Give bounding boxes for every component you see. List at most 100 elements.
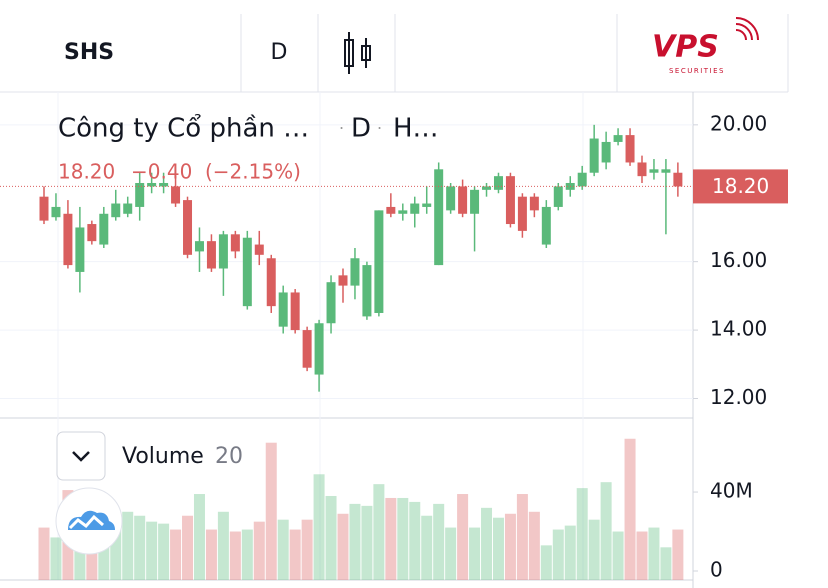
candle-body bbox=[111, 203, 121, 218]
y-tick-label: 20.00 bbox=[710, 111, 767, 135]
volume-bar bbox=[158, 523, 170, 580]
volume-bar bbox=[289, 529, 301, 580]
volume-bar bbox=[504, 513, 516, 580]
volume-bar bbox=[229, 531, 241, 580]
volume-bar bbox=[481, 507, 493, 580]
candle-body bbox=[87, 224, 97, 242]
volume-bar bbox=[134, 515, 146, 580]
interval-button[interactable]: D bbox=[271, 40, 288, 65]
candle-body bbox=[230, 234, 240, 252]
volume-tick-label: 0 bbox=[710, 558, 723, 582]
legend-change: −0.40 bbox=[131, 160, 192, 184]
tradingview-logo[interactable] bbox=[55, 487, 123, 555]
volume-bar bbox=[576, 488, 588, 580]
legend-last: 18.20 bbox=[58, 160, 115, 184]
legend-change-pct: (−2.15%) bbox=[205, 160, 301, 184]
volume-bar bbox=[540, 545, 552, 580]
candle-body bbox=[39, 196, 49, 221]
volume-legend-length: 20 bbox=[215, 444, 243, 469]
candle-body bbox=[314, 323, 324, 375]
legend-interval: D bbox=[351, 114, 371, 144]
chart-type-button[interactable] bbox=[344, 32, 371, 74]
volume-bar bbox=[217, 511, 229, 580]
collapse-button[interactable] bbox=[56, 431, 106, 481]
candle-body bbox=[218, 234, 228, 269]
candle-body bbox=[434, 169, 444, 266]
candle-body bbox=[529, 196, 539, 211]
candle-body bbox=[422, 203, 432, 207]
volume-bar bbox=[672, 529, 684, 580]
candle-body bbox=[278, 292, 288, 327]
candle-body bbox=[135, 182, 145, 207]
volume-bar bbox=[588, 519, 600, 580]
candle-body bbox=[123, 203, 133, 214]
volume-bar bbox=[421, 515, 433, 580]
volume-bar bbox=[337, 513, 349, 580]
volume-bar bbox=[277, 519, 289, 580]
candle-body bbox=[649, 169, 659, 173]
candle-body bbox=[493, 176, 503, 190]
volume-bar bbox=[86, 529, 98, 580]
volume-bar bbox=[38, 527, 50, 580]
volume-bar bbox=[253, 521, 265, 580]
volume-bar bbox=[361, 505, 373, 580]
logo-sub: SECURITIES bbox=[669, 67, 725, 75]
volume-bar bbox=[492, 517, 504, 580]
candle-body bbox=[613, 135, 623, 142]
symbol[interactable]: SHS bbox=[64, 40, 114, 65]
volume-bar bbox=[457, 494, 469, 580]
volume-bar bbox=[528, 511, 540, 580]
candle-body bbox=[254, 244, 264, 255]
price-tag bbox=[693, 169, 788, 204]
candle-body bbox=[470, 189, 480, 214]
candle-body bbox=[398, 210, 408, 214]
candle-body bbox=[350, 258, 360, 286]
volume-bar bbox=[600, 482, 612, 580]
candle-body bbox=[266, 258, 276, 307]
legend-title: Công ty Cổ phần … bbox=[58, 113, 309, 144]
volume-bar bbox=[110, 521, 122, 580]
candle-body bbox=[386, 206, 396, 214]
y-tick-label: 14.00 bbox=[710, 317, 767, 341]
volume-bar bbox=[433, 503, 445, 580]
candle-body bbox=[194, 241, 204, 252]
volume-bar bbox=[182, 515, 194, 580]
candle-body bbox=[99, 213, 109, 245]
volume-bar bbox=[469, 527, 481, 580]
candle-body bbox=[338, 275, 348, 286]
legend-sep: · bbox=[339, 119, 344, 138]
candle-body bbox=[302, 330, 312, 368]
chevron-icon bbox=[72, 451, 90, 462]
volume-bar bbox=[516, 494, 528, 580]
candle-body bbox=[183, 200, 193, 255]
volume-bar bbox=[445, 527, 457, 580]
volume-bar bbox=[325, 495, 337, 580]
candle-body bbox=[206, 241, 216, 269]
candle-body bbox=[577, 172, 587, 187]
candle-body bbox=[159, 182, 169, 187]
candle-body bbox=[242, 237, 252, 307]
candle-body bbox=[75, 227, 85, 272]
candle-body bbox=[673, 172, 683, 187]
volume-bar bbox=[313, 474, 325, 580]
volume-bar bbox=[373, 484, 385, 580]
candle-body bbox=[410, 203, 420, 214]
volume-bar bbox=[612, 531, 624, 580]
legend-sep: · bbox=[377, 119, 382, 138]
legend-exchange: H… bbox=[393, 114, 439, 144]
candle-body bbox=[637, 162, 647, 177]
volume-bar bbox=[301, 519, 313, 580]
candle-body bbox=[374, 210, 384, 313]
volume-tick-label: 40M bbox=[710, 479, 753, 503]
volume-bar bbox=[409, 501, 421, 580]
candle-body bbox=[326, 282, 336, 324]
volume-bar bbox=[624, 438, 636, 580]
volume-bar bbox=[552, 529, 564, 580]
volume-bar bbox=[205, 529, 217, 580]
volume-bar bbox=[146, 521, 158, 580]
candle-body bbox=[625, 135, 635, 163]
volume-legend-name: Volume bbox=[122, 444, 204, 469]
candle-body bbox=[601, 141, 611, 163]
